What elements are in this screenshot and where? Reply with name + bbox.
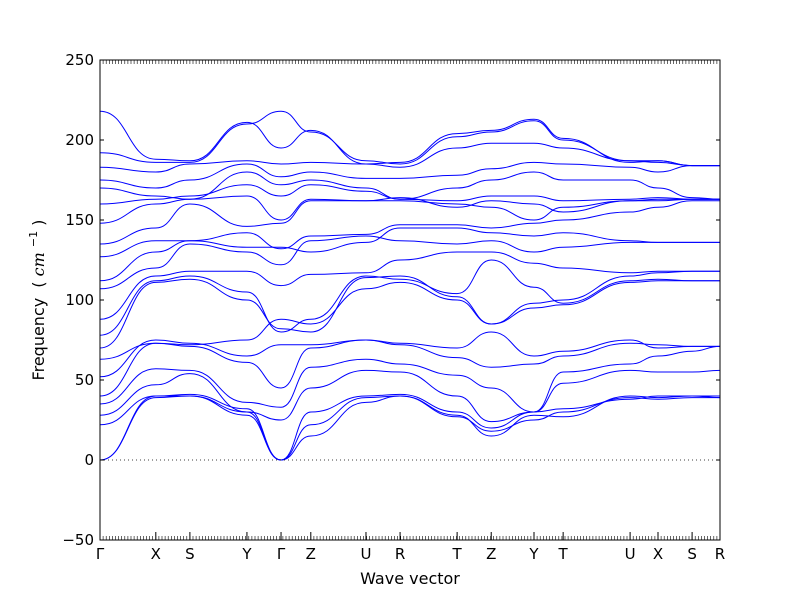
y-axis-unit-open: ( xyxy=(29,281,48,287)
y-tick-label: 150 xyxy=(65,211,94,229)
y-tick-label: −50 xyxy=(62,531,94,549)
x-tick-label: S xyxy=(687,545,697,563)
band-line-6 xyxy=(99,339,720,397)
band-line-2 xyxy=(99,395,720,461)
y-tick-label: 50 xyxy=(75,371,94,389)
x-axis-label: Wave vector xyxy=(360,569,460,588)
band-line-15 xyxy=(99,198,720,245)
y-axis-ticks: −50 0 50 100 150 200 250 xyxy=(62,51,720,549)
band-line-7 xyxy=(99,331,720,378)
y-tick-label: 200 xyxy=(65,131,94,149)
x-tick-label: Z xyxy=(486,545,496,563)
y-axis-label-text: Frequency xyxy=(29,298,48,381)
x-tick-label: Z xyxy=(306,545,316,563)
y-axis-unit-exponent: −1 xyxy=(27,231,40,247)
y-axis-label: Frequency ( cm −1 ) xyxy=(22,220,48,381)
band-line-1 xyxy=(99,395,721,461)
x-tick-label: Y xyxy=(528,545,539,563)
x-tick-label: R xyxy=(395,545,405,563)
x-tick-label: Γ xyxy=(277,545,286,563)
band-line-4 xyxy=(99,369,721,423)
band-line-11 xyxy=(99,251,720,320)
y-tick-label: 0 xyxy=(84,451,94,469)
x-tick-label: T xyxy=(452,545,463,563)
x-tick-label: U xyxy=(625,545,636,563)
band-line-22 xyxy=(99,110,720,167)
band-line-5 xyxy=(99,345,721,413)
band-line-13 xyxy=(99,227,720,282)
x-tick-label: X xyxy=(151,545,161,563)
band-line-10 xyxy=(99,259,720,336)
band-line-16 xyxy=(99,195,720,224)
band-line-18 xyxy=(99,171,721,200)
x-tick-label: S xyxy=(185,545,195,563)
band-line-17 xyxy=(99,184,720,205)
x-tick-label: X xyxy=(653,545,663,563)
band-line-19 xyxy=(99,161,720,189)
y-tick-label: 100 xyxy=(65,291,94,309)
band-line-9 xyxy=(99,270,720,349)
plot-frame xyxy=(99,59,721,541)
y-axis-unit-close: ) xyxy=(29,220,48,226)
band-line-14 xyxy=(99,200,720,258)
x-tick-label: Y xyxy=(241,545,252,563)
band-line-12 xyxy=(99,235,720,290)
y-tick-label: 250 xyxy=(65,51,94,69)
band-line-8 xyxy=(99,280,720,360)
band-line-3 xyxy=(99,393,720,461)
x-tick-label: T xyxy=(558,545,569,563)
x-tick-label: Γ xyxy=(96,545,105,563)
band-line-21 xyxy=(99,110,720,167)
x-tick-label: U xyxy=(360,545,371,563)
x-tick-label: R xyxy=(715,545,725,563)
y-axis-unit-base: cm xyxy=(29,252,48,276)
band-lines xyxy=(99,110,721,461)
